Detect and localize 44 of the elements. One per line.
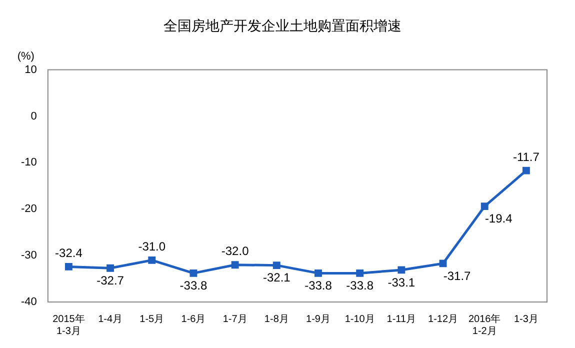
point [356, 269, 364, 277]
data-label: -33.8 [180, 278, 208, 293]
x-tick-label: 1-3月 [514, 314, 538, 325]
point [272, 262, 280, 270]
x-tick-label: 1-7月 [222, 314, 248, 325]
y-tick-label: -40 [20, 296, 37, 308]
data-label: -32.1 [262, 270, 291, 285]
x-tick-label: 2016年 1-2月 [468, 312, 501, 337]
x-tick-label: 1-5月 [140, 314, 164, 325]
y-axis-title: (%) [17, 50, 34, 62]
y-tick-label: -10 [20, 156, 37, 169]
data-label: -32.4 [55, 246, 83, 260]
data-label: -33.8 [304, 278, 332, 293]
x-tick-label: 1-9月 [306, 314, 330, 325]
x-tick-label: 1-6月 [181, 314, 206, 325]
data-label: -19.4 [484, 212, 513, 226]
data-label: -33.1 [388, 275, 416, 290]
data-label: -31.7 [443, 268, 472, 283]
point [106, 264, 114, 272]
x-tick-label: 1-10月 [344, 314, 375, 325]
data-label: -32.0 [221, 244, 250, 258]
point [231, 261, 239, 269]
point [522, 166, 530, 174]
data-label: -31.0 [138, 240, 166, 254]
x-tick-label: 1-8月 [264, 314, 289, 325]
data-label: -32.7 [96, 273, 124, 288]
point [398, 266, 406, 274]
point [64, 262, 72, 270]
y-tick-label: 10 [24, 64, 37, 76]
point [480, 202, 488, 210]
x-tick-label: 2015年 1-3月 [52, 312, 85, 337]
point [190, 269, 198, 277]
point [148, 256, 156, 264]
data-label: -33.8 [346, 278, 374, 293]
point [439, 260, 447, 268]
x-tick-label: 1-11月 [386, 314, 416, 325]
data-label: -11.7 [512, 150, 540, 164]
x-tick-label: 1-12月 [428, 314, 458, 325]
chart-title: 全国房地产开发企业土地购置面积增速 [164, 17, 402, 34]
point [314, 269, 322, 277]
x-tick-label: 1-4月 [98, 314, 123, 325]
y-tick-label: 0 [30, 110, 37, 122]
y-tick-label: -30 [20, 250, 37, 262]
y-tick-label: -20 [20, 203, 37, 216]
